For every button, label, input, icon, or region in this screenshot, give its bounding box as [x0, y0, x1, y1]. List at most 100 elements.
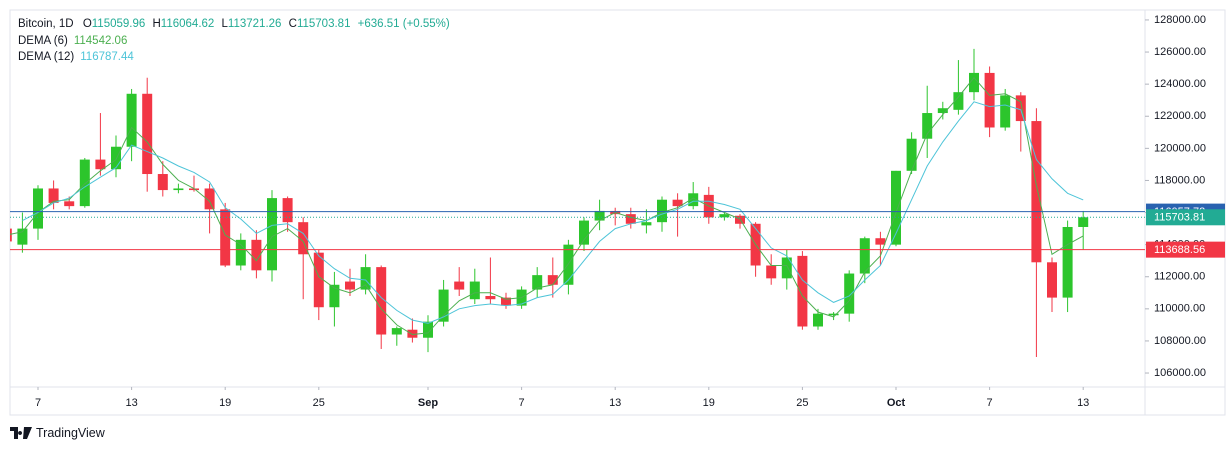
- dema6-row: DEMA (6) 114542.06: [18, 33, 454, 50]
- x-tick-label: 13: [125, 397, 137, 409]
- candle-body: [875, 238, 886, 245]
- x-tick-label: Sep: [418, 397, 438, 409]
- y-tick-label: 106000.00: [1154, 367, 1206, 379]
- y-tick-label: 122000.00: [1154, 110, 1206, 122]
- x-tick-label: 19: [219, 397, 231, 409]
- symbol: Bitcoin, 1D: [18, 18, 74, 30]
- candle-body: [126, 93, 137, 147]
- candle-body: [657, 199, 667, 223]
- candle-body: [407, 329, 418, 338]
- y-tick-label: 108000.00: [1154, 335, 1206, 347]
- candle-body: [313, 252, 324, 308]
- candle-body: [142, 93, 153, 175]
- x-tick-label: 25: [313, 397, 325, 409]
- candle-body: [859, 238, 870, 274]
- y-tick-label: 128000.00: [1154, 14, 1206, 26]
- ohlc-open: O115059.96: [83, 18, 145, 30]
- ohlc-close: C115703.81: [289, 18, 351, 30]
- candle-body: [251, 239, 262, 271]
- candle-body: [813, 313, 823, 327]
- candle-body: [1015, 95, 1026, 122]
- series-name: DEMA (6): [18, 34, 68, 47]
- x-tick-label: 7: [35, 397, 41, 409]
- candle-body: [625, 214, 636, 224]
- candle-body: [391, 328, 402, 335]
- candle-body: [922, 113, 933, 139]
- footer: TradingView: [10, 426, 105, 440]
- candle-body: [501, 297, 511, 306]
- ohlc-high: H116064.62: [152, 18, 214, 30]
- candle-body: [781, 257, 792, 279]
- candle-body: [969, 72, 979, 93]
- candle-body: [173, 188, 184, 191]
- y-tick-label: 118000.00: [1154, 174, 1205, 186]
- candle-body: [1047, 262, 1057, 298]
- candle-body: [95, 159, 106, 170]
- brand-name: TradingView: [36, 426, 105, 440]
- candle-body: [984, 72, 995, 128]
- value: 115059.96: [91, 18, 146, 30]
- ohlc-low: L113721.26: [222, 18, 282, 30]
- value: 113721.26: [227, 18, 282, 30]
- series-value: 116787.44: [80, 51, 134, 63]
- candle-body: [10, 228, 12, 242]
- candle-body: [189, 188, 199, 191]
- candle-body: [485, 296, 496, 300]
- x-tick-label: 7: [519, 397, 525, 409]
- series-name: DEMA (12): [18, 51, 75, 63]
- label: C: [288, 18, 297, 30]
- candle-body: [329, 284, 340, 308]
- y-tick-label: 124000.00: [1154, 78, 1206, 90]
- candle-body: [157, 174, 168, 191]
- dema-line: [22, 101, 1084, 324]
- candle-body: [376, 267, 387, 335]
- candle-body: [797, 255, 808, 327]
- x-tick-label: 13: [1077, 397, 1089, 409]
- candle-body: [844, 273, 855, 314]
- candle-body: [547, 275, 558, 285]
- brand-logo: [10, 427, 32, 439]
- label: H: [152, 18, 161, 30]
- candle-body: [1062, 226, 1073, 298]
- price-label: 113688.56: [1154, 244, 1205, 256]
- candle-body: [828, 313, 839, 316]
- y-tick-label: 112000.00: [1154, 271, 1205, 283]
- candle-body: [766, 265, 777, 279]
- ohlc-row: Bitcoin, 1D O115059.96 H116064.62 L11372…: [18, 16, 454, 33]
- candle-body: [688, 193, 699, 207]
- candle-body: [111, 146, 121, 170]
- label: O: [82, 18, 92, 30]
- dema-line: [10, 76, 1084, 336]
- price-label-bg: [1146, 209, 1225, 226]
- plot-area: [10, 48, 1089, 357]
- candle-body: [64, 201, 75, 207]
- candle-body: [672, 199, 683, 207]
- candle-body: [438, 289, 449, 322]
- candle-body: [1078, 217, 1089, 227]
- x-tick-label: Oct: [887, 397, 906, 409]
- value: 115703.81: [296, 18, 351, 30]
- candle-body: [469, 281, 480, 300]
- candle-body: [345, 281, 355, 290]
- candle-body: [17, 228, 28, 245]
- y-tick-label: 120000.00: [1154, 142, 1206, 154]
- candle-body: [204, 188, 215, 210]
- x-tick-label: 19: [703, 397, 715, 409]
- price-label-bg: [1146, 241, 1225, 258]
- candle-body: [360, 267, 371, 290]
- candle-body: [79, 159, 90, 207]
- y-tick-label: 126000.00: [1154, 46, 1206, 58]
- x-tick-label: 13: [609, 397, 621, 409]
- y-tick-label: 110000.00: [1154, 303, 1205, 315]
- candle-body: [579, 220, 589, 245]
- candle-body: [937, 108, 948, 114]
- candle-body: [719, 214, 730, 218]
- x-tick-label: 25: [796, 397, 808, 409]
- dema12-row: DEMA (12) 116787.44: [18, 49, 454, 66]
- candle-body: [1031, 121, 1042, 263]
- candle-body: [906, 138, 917, 171]
- candle-body: [454, 281, 465, 290]
- candle-body: [298, 222, 309, 255]
